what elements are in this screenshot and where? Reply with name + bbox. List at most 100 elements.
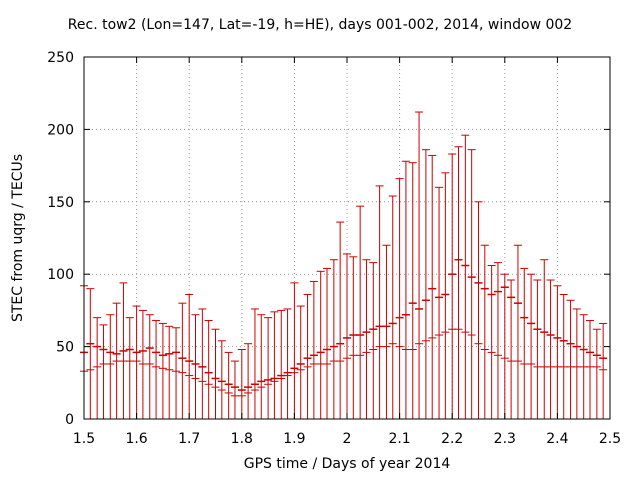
error-bar — [132, 305, 141, 419]
error-bar — [230, 360, 239, 419]
error-bar — [158, 322, 167, 419]
error-bar — [283, 308, 292, 419]
error-bar — [224, 351, 233, 419]
error-bar — [448, 153, 457, 419]
error-bar — [198, 308, 207, 419]
error-bar — [513, 244, 522, 419]
error-bar — [270, 311, 279, 419]
error-bar — [435, 186, 444, 419]
error-bar — [250, 308, 259, 419]
error-bar — [546, 279, 555, 419]
chart-title: Rec. tow2 (Lon=147, Lat=-19, h=HE), days… — [67, 17, 573, 33]
data-series — [80, 111, 608, 419]
error-bar — [125, 317, 134, 419]
error-bar — [461, 134, 470, 419]
error-bar — [172, 327, 181, 419]
x-tick-label: 2 — [343, 431, 352, 447]
error-bar — [527, 273, 536, 419]
error-bar — [428, 154, 437, 419]
error-bar — [303, 293, 312, 419]
error-bar — [93, 317, 102, 419]
x-tick-label: 2.5 — [599, 431, 621, 447]
y-tick-label: 50 — [56, 340, 74, 356]
error-bar — [382, 244, 391, 419]
error-bar — [540, 259, 549, 419]
error-bar — [211, 328, 220, 419]
error-bar — [369, 262, 378, 419]
error-bar — [244, 343, 253, 419]
error-bar — [119, 282, 128, 419]
error-bar — [559, 293, 568, 419]
error-bar — [421, 149, 430, 419]
error-bar — [178, 302, 187, 419]
error-bar — [356, 205, 365, 419]
error-bar — [599, 322, 608, 419]
error-bar — [329, 259, 338, 419]
error-bar — [191, 314, 200, 419]
x-tick-label: 1.8 — [231, 431, 253, 447]
error-bar — [362, 259, 371, 419]
x-tick-label: 1.9 — [283, 431, 305, 447]
error-bar — [316, 270, 325, 419]
error-bar — [507, 279, 516, 419]
error-bar — [264, 317, 273, 419]
error-bar — [401, 160, 410, 419]
error-bar — [257, 314, 266, 419]
error-bar — [336, 221, 345, 419]
y-axis-label: STEC from uqrg / TECUs — [10, 153, 26, 323]
x-tick-label: 2.2 — [441, 431, 463, 447]
axis-ticks: 1.5 1.6 1.7 1.8 1.9 2 2.1 2.2 2.3 2.4 2.5 0 50 100 150… — [47, 50, 621, 447]
x-axis-label: GPS time / Days of year 2014 — [243, 456, 451, 472]
error-bar — [86, 288, 95, 419]
error-bar — [493, 262, 502, 419]
error-bar — [533, 279, 542, 419]
error-bar — [309, 280, 318, 419]
error-bar — [579, 314, 588, 419]
y-tick-label: 100 — [47, 267, 74, 283]
error-bar — [487, 265, 496, 419]
y-tick-label: 0 — [65, 412, 74, 428]
error-bar — [467, 149, 476, 419]
error-bar — [145, 314, 154, 419]
error-bar — [572, 308, 581, 419]
error-bar — [204, 320, 213, 419]
error-bar — [415, 111, 424, 419]
error-bar — [480, 244, 489, 419]
error-bar — [277, 309, 286, 419]
error-bar — [165, 325, 174, 419]
x-tick-label: 2.3 — [494, 431, 516, 447]
error-bar — [375, 185, 384, 419]
error-bar — [217, 340, 226, 419]
error-bar — [296, 305, 305, 419]
error-bar — [138, 309, 147, 419]
error-bar — [586, 320, 595, 419]
error-bar — [395, 178, 404, 419]
error-bar — [441, 172, 450, 419]
x-tick-label: 2.1 — [388, 431, 410, 447]
error-bar — [566, 299, 575, 419]
error-bar — [323, 267, 332, 419]
error-bar — [99, 324, 108, 419]
error-bar — [152, 320, 161, 419]
error-bar — [290, 282, 299, 419]
error-bar — [474, 201, 483, 419]
x-tick-label: 1.6 — [125, 431, 147, 447]
error-bar — [592, 328, 601, 419]
error-bar — [500, 273, 509, 419]
error-bar — [408, 162, 417, 419]
error-bar — [454, 146, 463, 419]
x-tick-label: 1.5 — [73, 431, 95, 447]
error-bar — [343, 253, 351, 419]
error-bar — [185, 293, 194, 419]
error-bar — [553, 285, 562, 419]
error-bar — [112, 302, 121, 419]
error-bar — [106, 314, 115, 419]
y-tick-label: 150 — [47, 195, 74, 211]
error-bar — [349, 256, 358, 419]
y-tick-label: 250 — [47, 50, 74, 66]
error-bar — [388, 195, 397, 419]
x-tick-label: 2.4 — [546, 431, 568, 447]
x-tick-label: 1.7 — [178, 431, 200, 447]
error-bar — [237, 348, 246, 419]
